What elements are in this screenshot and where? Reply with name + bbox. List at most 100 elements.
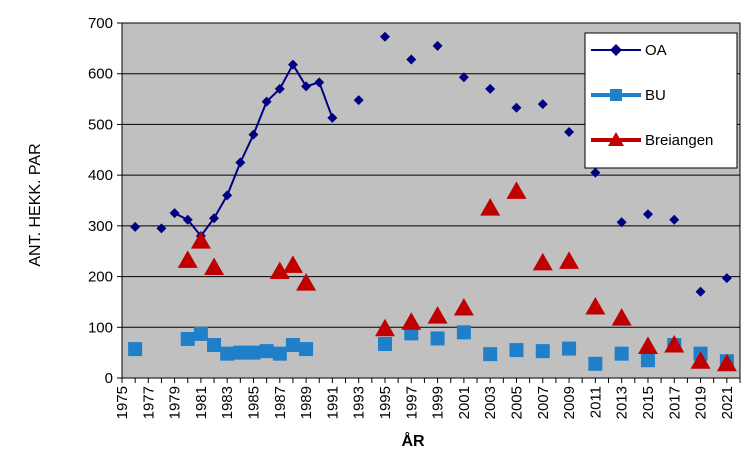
data-point [406, 54, 417, 65]
data-point [401, 312, 422, 330]
data-point [485, 83, 496, 94]
data-point [261, 96, 272, 107]
legend-item: Breiangen [591, 132, 713, 149]
x-tick-label: 1987 [272, 386, 289, 419]
data-point [246, 345, 261, 360]
x-tick-label: 1993 [351, 386, 368, 419]
x-tick-label: 2005 [508, 386, 525, 419]
data-point [664, 335, 685, 353]
legend-label: BU [645, 87, 666, 104]
data-point [637, 336, 658, 355]
legend-item: OA [591, 42, 667, 59]
legend-marker [610, 44, 622, 56]
data-point [353, 95, 364, 106]
y-axis-title: ANT. HEKK. PAR [27, 143, 44, 266]
legend-label: OA [645, 42, 667, 59]
x-tick-label: 1979 [167, 386, 184, 419]
data-point [248, 129, 259, 140]
y-axis: 0 100 200 300 400 500 600 700 [88, 15, 122, 387]
data-point [721, 273, 732, 284]
data-point [204, 257, 225, 275]
data-point [611, 308, 632, 326]
series-oa [130, 31, 732, 297]
data-point [453, 298, 474, 316]
legend-label: Breiangen [645, 132, 713, 149]
data-point [374, 318, 395, 337]
data-point [588, 356, 603, 371]
data-point [483, 347, 498, 362]
legend: OA BU Breiangen [584, 32, 738, 169]
data-point [274, 83, 285, 94]
series-bu [128, 325, 734, 371]
data-point [535, 344, 550, 359]
data-point [299, 342, 314, 357]
data-point [259, 344, 274, 359]
data-point [456, 325, 471, 340]
y-tick-label: 0 [105, 370, 113, 387]
x-tick-label: 1999 [430, 386, 447, 419]
data-point [427, 306, 448, 324]
data-point [669, 214, 680, 225]
data-point [233, 345, 248, 360]
x-tick-label: 1989 [298, 386, 315, 419]
data-point [182, 214, 193, 225]
y-tick-label: 600 [88, 66, 113, 83]
x-tick-label: 1991 [324, 386, 341, 419]
data-point [207, 338, 222, 353]
data-point [404, 326, 419, 341]
data-point [209, 213, 220, 224]
data-point [285, 338, 300, 353]
data-point [585, 297, 606, 315]
data-point [190, 231, 211, 249]
data-point [169, 208, 180, 219]
x-tick-label: 2001 [456, 386, 473, 419]
y-tick-label: 400 [88, 167, 113, 184]
x-tick-label: 1983 [219, 386, 236, 419]
x-tick-label: 1985 [245, 386, 262, 419]
x-axis: 1975 1977 1979 1981 1983 1985 1987 1989 1991 1993… [114, 378, 741, 419]
data-point [614, 346, 629, 361]
y-tick-label: 100 [88, 319, 113, 336]
data-point [287, 59, 298, 70]
data-point [269, 261, 290, 279]
data-point [235, 157, 246, 168]
x-tick-label: 2013 [614, 386, 631, 419]
series-layer [128, 31, 737, 372]
data-point [616, 217, 627, 228]
data-point [272, 346, 287, 361]
data-point [282, 255, 303, 273]
data-point [327, 112, 338, 123]
data-point [180, 331, 195, 346]
data-point [690, 351, 711, 369]
data-point [537, 99, 548, 110]
x-tick-label: 2003 [482, 386, 499, 419]
x-tick-label: 2011 [587, 386, 604, 418]
data-point [480, 198, 501, 216]
x-tick-label: 2021 [719, 386, 736, 419]
data-point [432, 40, 443, 51]
legend-item: BU [591, 87, 666, 104]
y-tick-label: 300 [88, 218, 113, 235]
data-point [532, 252, 553, 271]
data-point [193, 326, 208, 341]
data-point [128, 342, 143, 357]
data-point [314, 77, 325, 88]
data-point [509, 343, 524, 358]
x-axis-title: ÅR [401, 431, 425, 450]
data-point [640, 353, 655, 368]
data-point [156, 223, 167, 234]
data-point [458, 72, 469, 83]
data-point [430, 331, 445, 346]
y-tick-label: 500 [88, 116, 113, 133]
data-point [177, 250, 198, 268]
data-point [590, 167, 601, 178]
x-tick-label: 1981 [193, 386, 210, 419]
data-point [562, 341, 577, 356]
series-breiangen [177, 181, 737, 372]
x-tick-label: 1997 [403, 386, 420, 419]
x-tick-label: 2019 [693, 386, 710, 419]
data-point [377, 337, 392, 352]
data-point [716, 353, 737, 372]
x-tick-label: 2015 [640, 386, 657, 419]
